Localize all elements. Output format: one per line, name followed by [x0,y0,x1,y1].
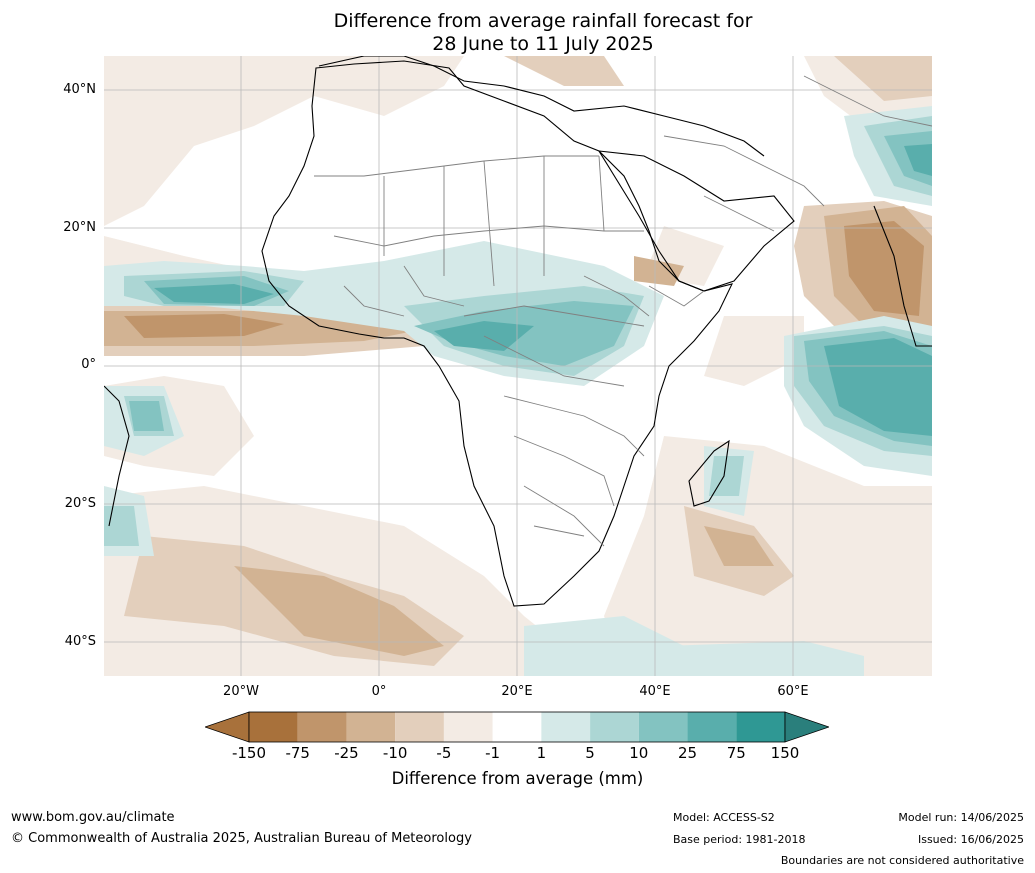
india-coastline [873,205,932,347]
copyright-text: © Commonwealth of Australia 2025, Austra… [11,831,472,846]
colorbar-segment [492,712,542,742]
map-canvas [104,56,932,676]
lon-label-20w: 20°W [223,684,259,699]
colorbar-segment [346,712,396,742]
colorbar-tick-label: -75 [285,744,310,762]
coastlines [104,56,932,607]
colorbar-segment [297,712,347,742]
model-run-text: Model run: 14/06/2025 [898,811,1024,824]
model-text: Model: ACCESS-S2 [673,811,775,824]
colorbar-segment [638,712,688,742]
colorbar-segment [736,712,785,742]
rainfall-anomaly-map [104,56,932,676]
colorbar-segment [443,712,493,742]
lon-label-60e: 60°E [777,684,809,699]
lat-label-20s: 20°S [64,496,96,511]
colorbar-segment [395,712,444,742]
colorbar-tick-label: -5 [436,744,452,762]
colorbar-tick-label: -25 [334,744,359,762]
lat-label-20n: 20°N [63,220,96,235]
colorbar-under-arrow [203,711,250,743]
madagascar-coastline [688,439,730,507]
colorbar-segment [541,712,591,742]
lat-label-40s: 40°S [64,634,96,649]
colorbar-tick-label: -150 [231,744,267,762]
disclaimer-text: Boundaries are not considered authoritat… [780,854,1024,867]
website-link[interactable]: www.bom.gov.au/climate [11,810,175,825]
colorbar-tick-label: 25 [677,744,698,762]
colorbar-tick-label: -1 [485,744,501,762]
south-america-coastline [104,385,130,527]
colorbar-label: Difference from average (mm) [391,769,644,788]
africa-coastline [261,60,734,607]
colorbar-tick-label: 75 [726,744,746,762]
lon-label-40e: 40°E [639,684,671,699]
colorbar-tick-label: 10 [629,744,649,762]
dry-strong-areas [124,221,924,338]
title-line-2: 28 June to 11 July 2025 [432,33,654,55]
colorbar [203,711,831,743]
europe-coastline [318,56,765,157]
colorbar-tick-label: -10 [382,744,408,762]
lat-label-40n: 40°N [63,82,96,97]
lon-label-0: 0° [371,684,387,699]
colorbar-segment [249,712,298,742]
colorbar-over-arrow [784,711,831,743]
base-period-text: Base period: 1981-2018 [673,833,806,846]
lat-label-0: 0° [81,357,96,372]
chart-title: Difference from average rainfall forecas… [0,10,1035,56]
colorbar-segment [687,712,737,742]
colorbar-tick-label: 150 [770,744,800,762]
colorbar-graphic [203,711,831,743]
issued-text: Issued: 16/06/2025 [917,833,1024,846]
colorbar-tick-label: 5 [585,744,595,762]
lon-label-20e: 20°E [501,684,533,699]
country-borders [314,75,932,547]
colorbar-segment [590,712,639,742]
colorbar-tick-label: 1 [536,744,547,762]
arabian-coastline [597,150,795,292]
title-line-1: Difference from average rainfall forecas… [333,10,753,32]
